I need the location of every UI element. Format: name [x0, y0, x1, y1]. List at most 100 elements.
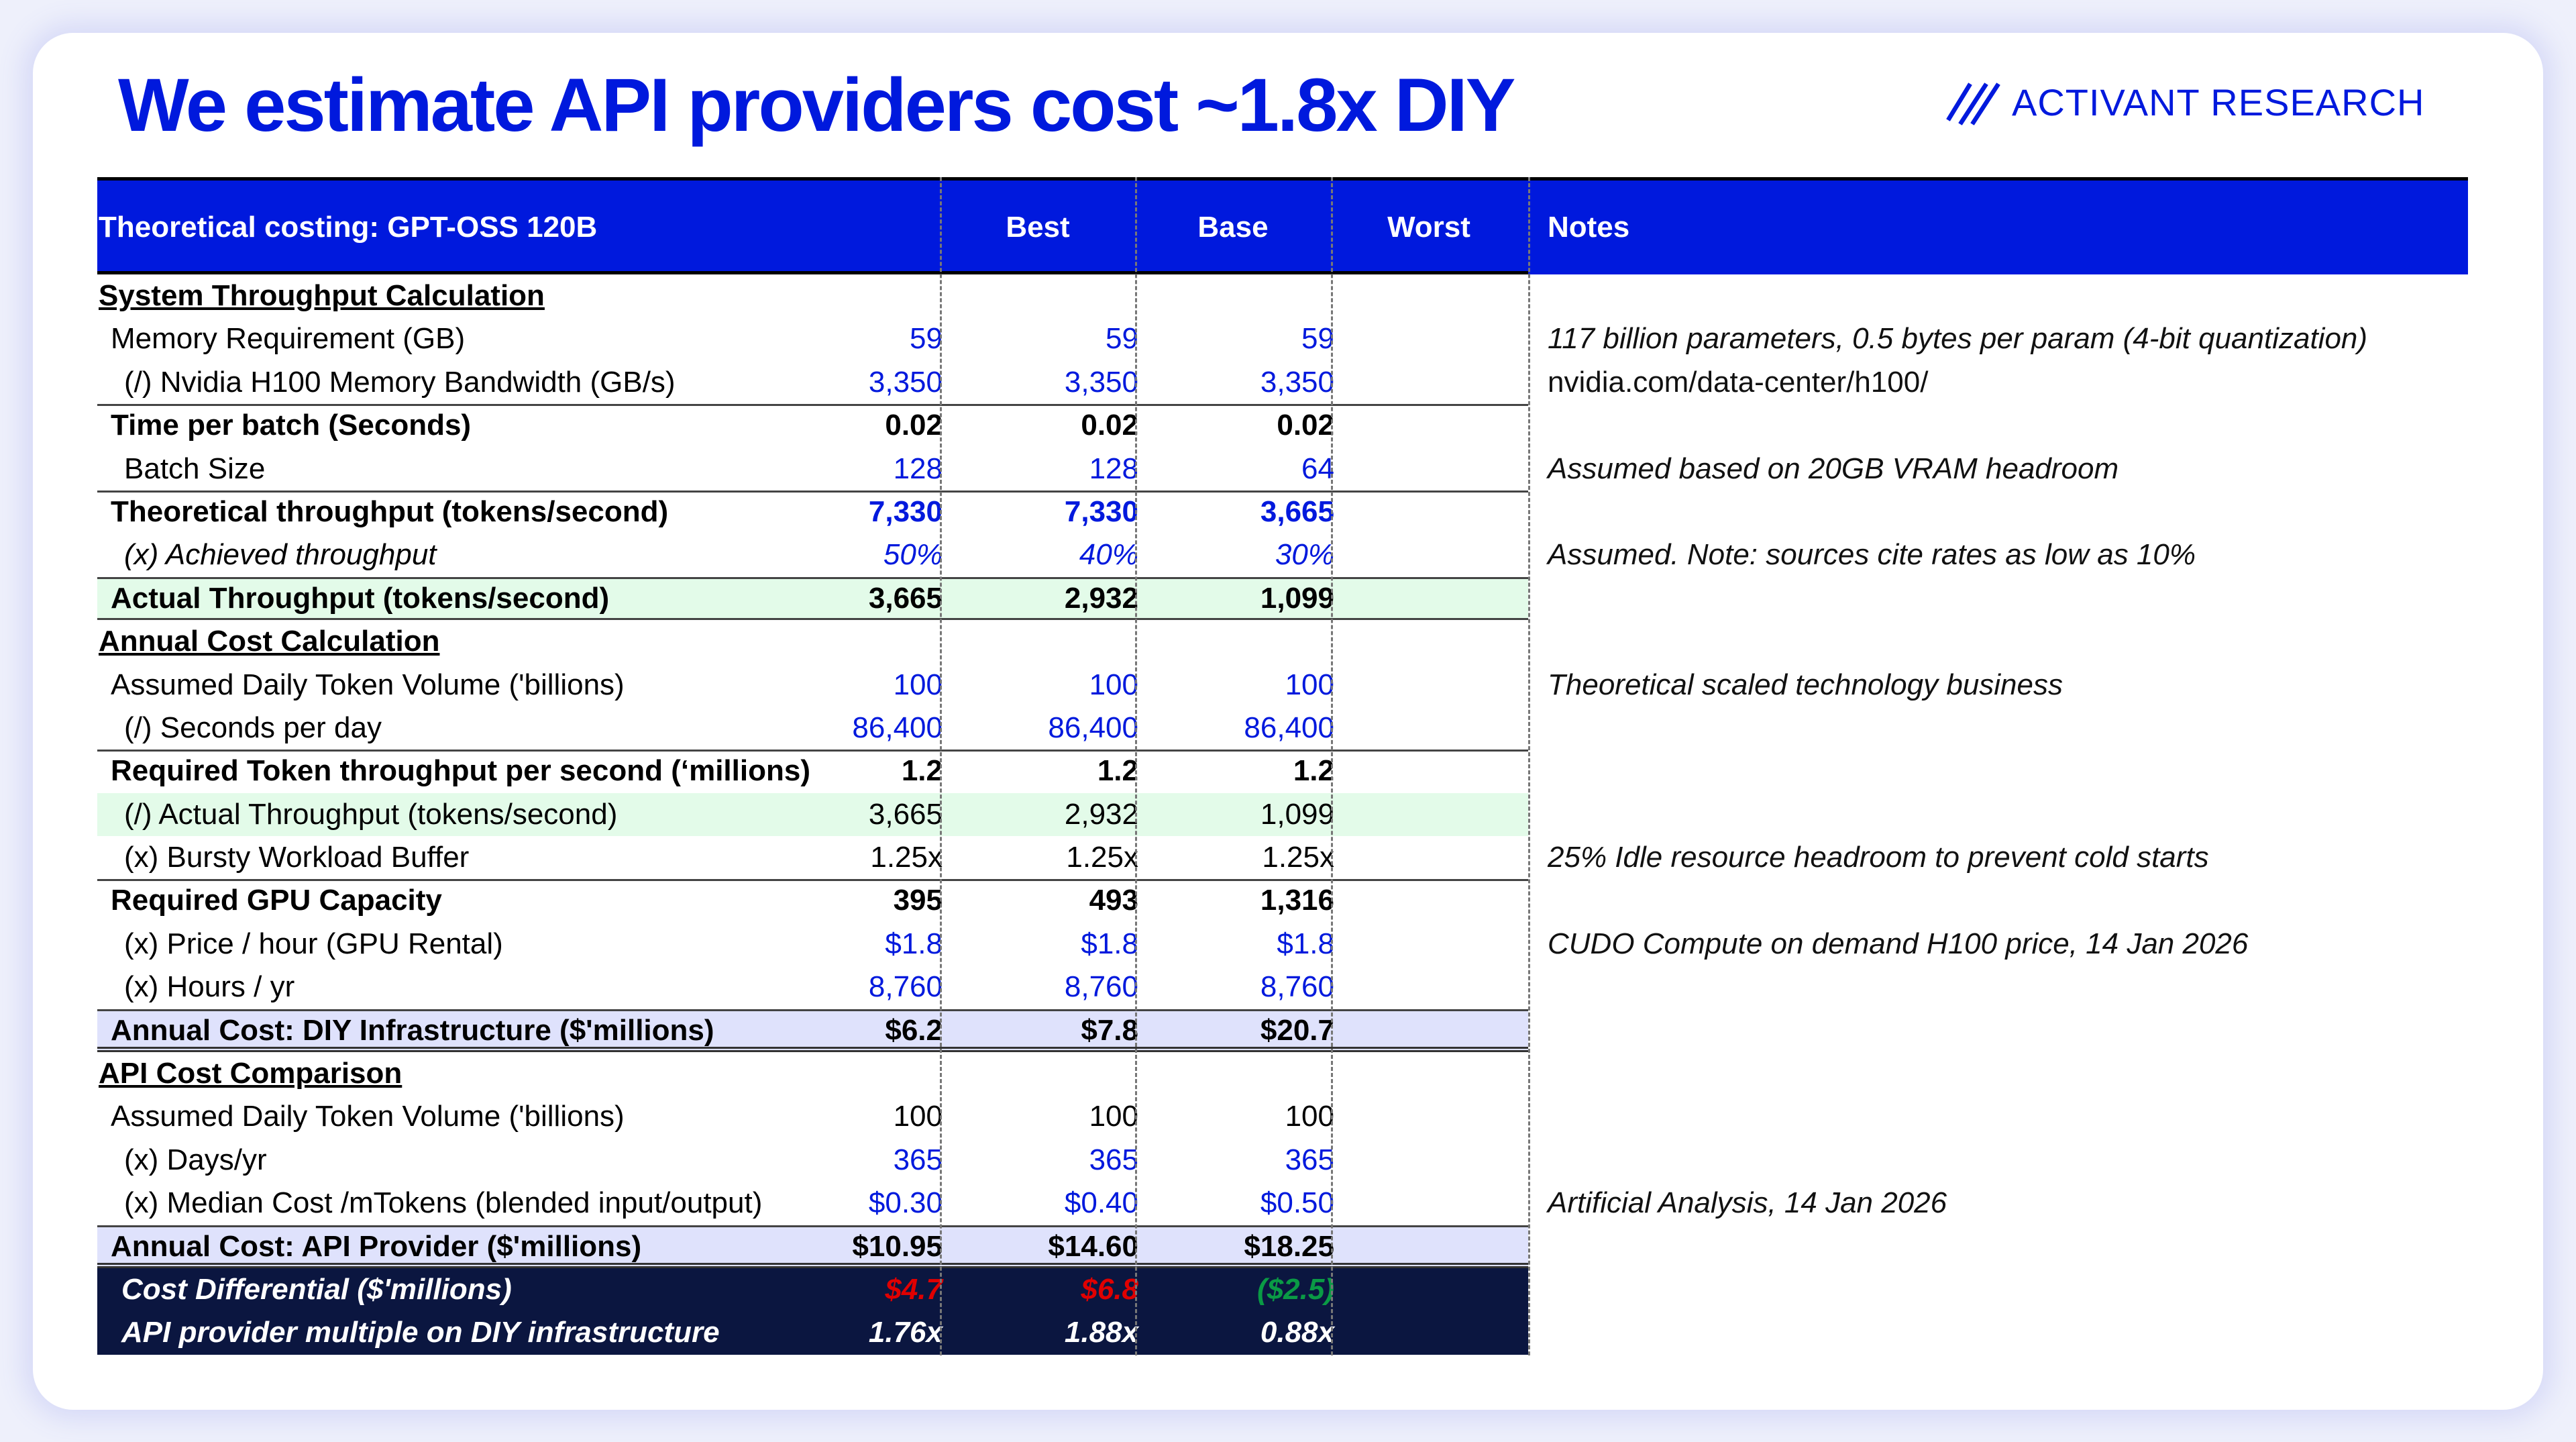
table-row: Time per batch (Seconds) 0.02 0.02 0.02: [97, 404, 2468, 447]
row-value: 1.76x: [868, 1316, 943, 1349]
table-row: Assumed Daily Token Volume ('billions) 10…: [97, 1095, 2468, 1138]
row-background: [97, 1225, 1528, 1268]
row-value: $6.8: [1081, 1272, 1138, 1306]
row-background: [97, 750, 1528, 792]
row-value: 8,760: [1064, 970, 1138, 1004]
row-label: (/) Actual Throughput (tokens/second): [124, 797, 618, 831]
costing-table: System Throughput Calculation Memory Requ…: [97, 274, 2468, 1355]
row-value: 365: [893, 1143, 943, 1176]
row-value: $7.8: [1081, 1013, 1138, 1047]
row-value: 0.02: [1081, 409, 1138, 442]
table-row: Annual Cost: API Provider ($'millions) $1…: [97, 1225, 2468, 1268]
row-value: 365: [1285, 1143, 1334, 1176]
row-label: API provider multiple on DIY infrastruct…: [121, 1316, 720, 1349]
row-note: 25% Idle resource headroom to prevent co…: [1548, 841, 2209, 874]
row-note: Assumed. Note: sources cite rates as low…: [1548, 538, 2196, 572]
table-row: Annual Cost: DIY Infrastructure ($'milli…: [97, 1009, 2468, 1053]
table-row: Memory Requirement (GB) 59 59 59 117 billion…: [97, 317, 2468, 360]
row-value: 64: [1301, 452, 1334, 485]
row-background: [97, 576, 1528, 621]
row-value: 128: [893, 452, 943, 485]
row-value: 395: [893, 884, 943, 917]
row-value: 0.88x: [1260, 1316, 1334, 1349]
row-value: 100: [1285, 668, 1334, 701]
row-value: 1.88x: [1064, 1316, 1138, 1349]
row-value: 59: [1301, 322, 1334, 356]
row-value: 0.02: [1277, 409, 1334, 442]
row-background: [97, 1268, 1528, 1312]
row-label: Memory Requirement (GB): [111, 322, 466, 356]
table-row: (x) Hours / yr 8,760 8,760 8,760: [97, 966, 2468, 1009]
table-row: Annual Cost Calculation: [97, 620, 2468, 663]
row-value: 0.02: [885, 409, 943, 442]
row-value: 3,350: [868, 365, 943, 399]
row-value: 1.2: [1097, 754, 1138, 788]
row-value: 100: [1089, 1100, 1138, 1133]
row-label: (x) Days/yr: [124, 1143, 267, 1176]
row-label: System Throughput Calculation: [99, 279, 545, 312]
row-value: 59: [1106, 322, 1138, 356]
table-row: (/) Nvidia H100 Memory Bandwidth (GB/s) 3…: [97, 361, 2468, 404]
table-row: Theoretical throughput (tokens/second) 7,…: [97, 490, 2468, 533]
row-label: API Cost Comparison: [99, 1057, 402, 1090]
row-value: $0.50: [1260, 1186, 1334, 1220]
activant-logo: ACTIVANT RESEARCH: [1942, 75, 2424, 129]
row-value: 8,760: [868, 970, 943, 1004]
table-row: Required Token throughput per second (‘m…: [97, 750, 2468, 792]
row-value: 86,400: [1244, 711, 1334, 744]
row-label: Annual Cost: API Provider ($'millions): [111, 1229, 642, 1263]
row-label: Batch Size: [124, 452, 266, 485]
row-value: 2,932: [1064, 581, 1138, 615]
row-value: $18.25: [1244, 1229, 1334, 1263]
row-label: (x) Price / hour (GPU Rental): [124, 927, 503, 960]
row-value: $20.7: [1260, 1013, 1334, 1047]
row-background: [97, 1009, 1528, 1053]
row-value: 100: [1089, 668, 1138, 701]
header-notes: Notes: [1548, 211, 1630, 244]
logo-text: ACTIVANT RESEARCH: [2012, 81, 2425, 123]
row-value: 7,330: [1064, 495, 1138, 528]
row-value: $1.8: [885, 927, 943, 960]
row-value: ($2.5): [1257, 1272, 1334, 1306]
row-background: [97, 404, 1528, 447]
row-label: Assumed Daily Token Volume ('billions): [111, 668, 625, 701]
row-label: Cost Differential ($'millions): [121, 1272, 512, 1306]
row-note: CUDO Compute on demand H100 price, 14 Ja…: [1548, 927, 2249, 960]
row-value: 50%: [883, 538, 943, 572]
table-row: (x) Days/yr 365 365 365: [97, 1139, 2468, 1182]
row-label: Time per batch (Seconds): [111, 409, 472, 442]
row-value: 100: [1285, 1100, 1334, 1133]
row-value: 3,350: [1064, 365, 1138, 399]
column-divider: [1331, 177, 1333, 1355]
column-divider: [940, 177, 942, 1355]
row-value: $10.95: [852, 1229, 943, 1263]
column-divider: [1528, 177, 1530, 1355]
row-label: Annual Cost: DIY Infrastructure ($'milli…: [111, 1013, 714, 1047]
column-divider: [1135, 177, 1137, 1355]
row-value: 3,665: [868, 581, 943, 615]
row-label: (x) Achieved throughput: [124, 538, 437, 572]
row-background: [97, 490, 1528, 533]
table-row: (x) Price / hour (GPU Rental) $1.8 $1.8 $1.…: [97, 923, 2468, 966]
row-value: 1,099: [1260, 797, 1334, 831]
row-value: 3,665: [1260, 495, 1334, 528]
row-background: [97, 1311, 1528, 1355]
row-value: 1.2: [901, 754, 943, 788]
row-value: $0.40: [1064, 1186, 1138, 1220]
row-label: (/) Seconds per day: [124, 711, 382, 744]
header-worst: Worst: [1387, 211, 1470, 244]
row-value: $6.2: [885, 1013, 943, 1047]
row-value: $1.8: [1081, 927, 1138, 960]
row-value: $1.8: [1277, 927, 1334, 960]
row-note: 117 billion parameters, 0.5 bytes per pa…: [1548, 322, 2368, 356]
row-value: 100: [893, 1100, 943, 1133]
row-value: 365: [1089, 1143, 1138, 1176]
row-label: Required Token throughput per second (‘m…: [111, 754, 810, 788]
row-note: Theoretical scaled technology business: [1548, 668, 2063, 701]
logo-stripes-icon: [1946, 83, 2000, 125]
table-row: Batch Size 128 128 64 Assumed based on 20GB …: [97, 448, 2468, 491]
row-background: [97, 879, 1528, 922]
row-note: nvidia.com/data-center/h100/: [1548, 365, 1929, 399]
table-row: Assumed Daily Token Volume ('billions) 10…: [97, 664, 2468, 707]
table-row: System Throughput Calculation: [97, 274, 2468, 317]
